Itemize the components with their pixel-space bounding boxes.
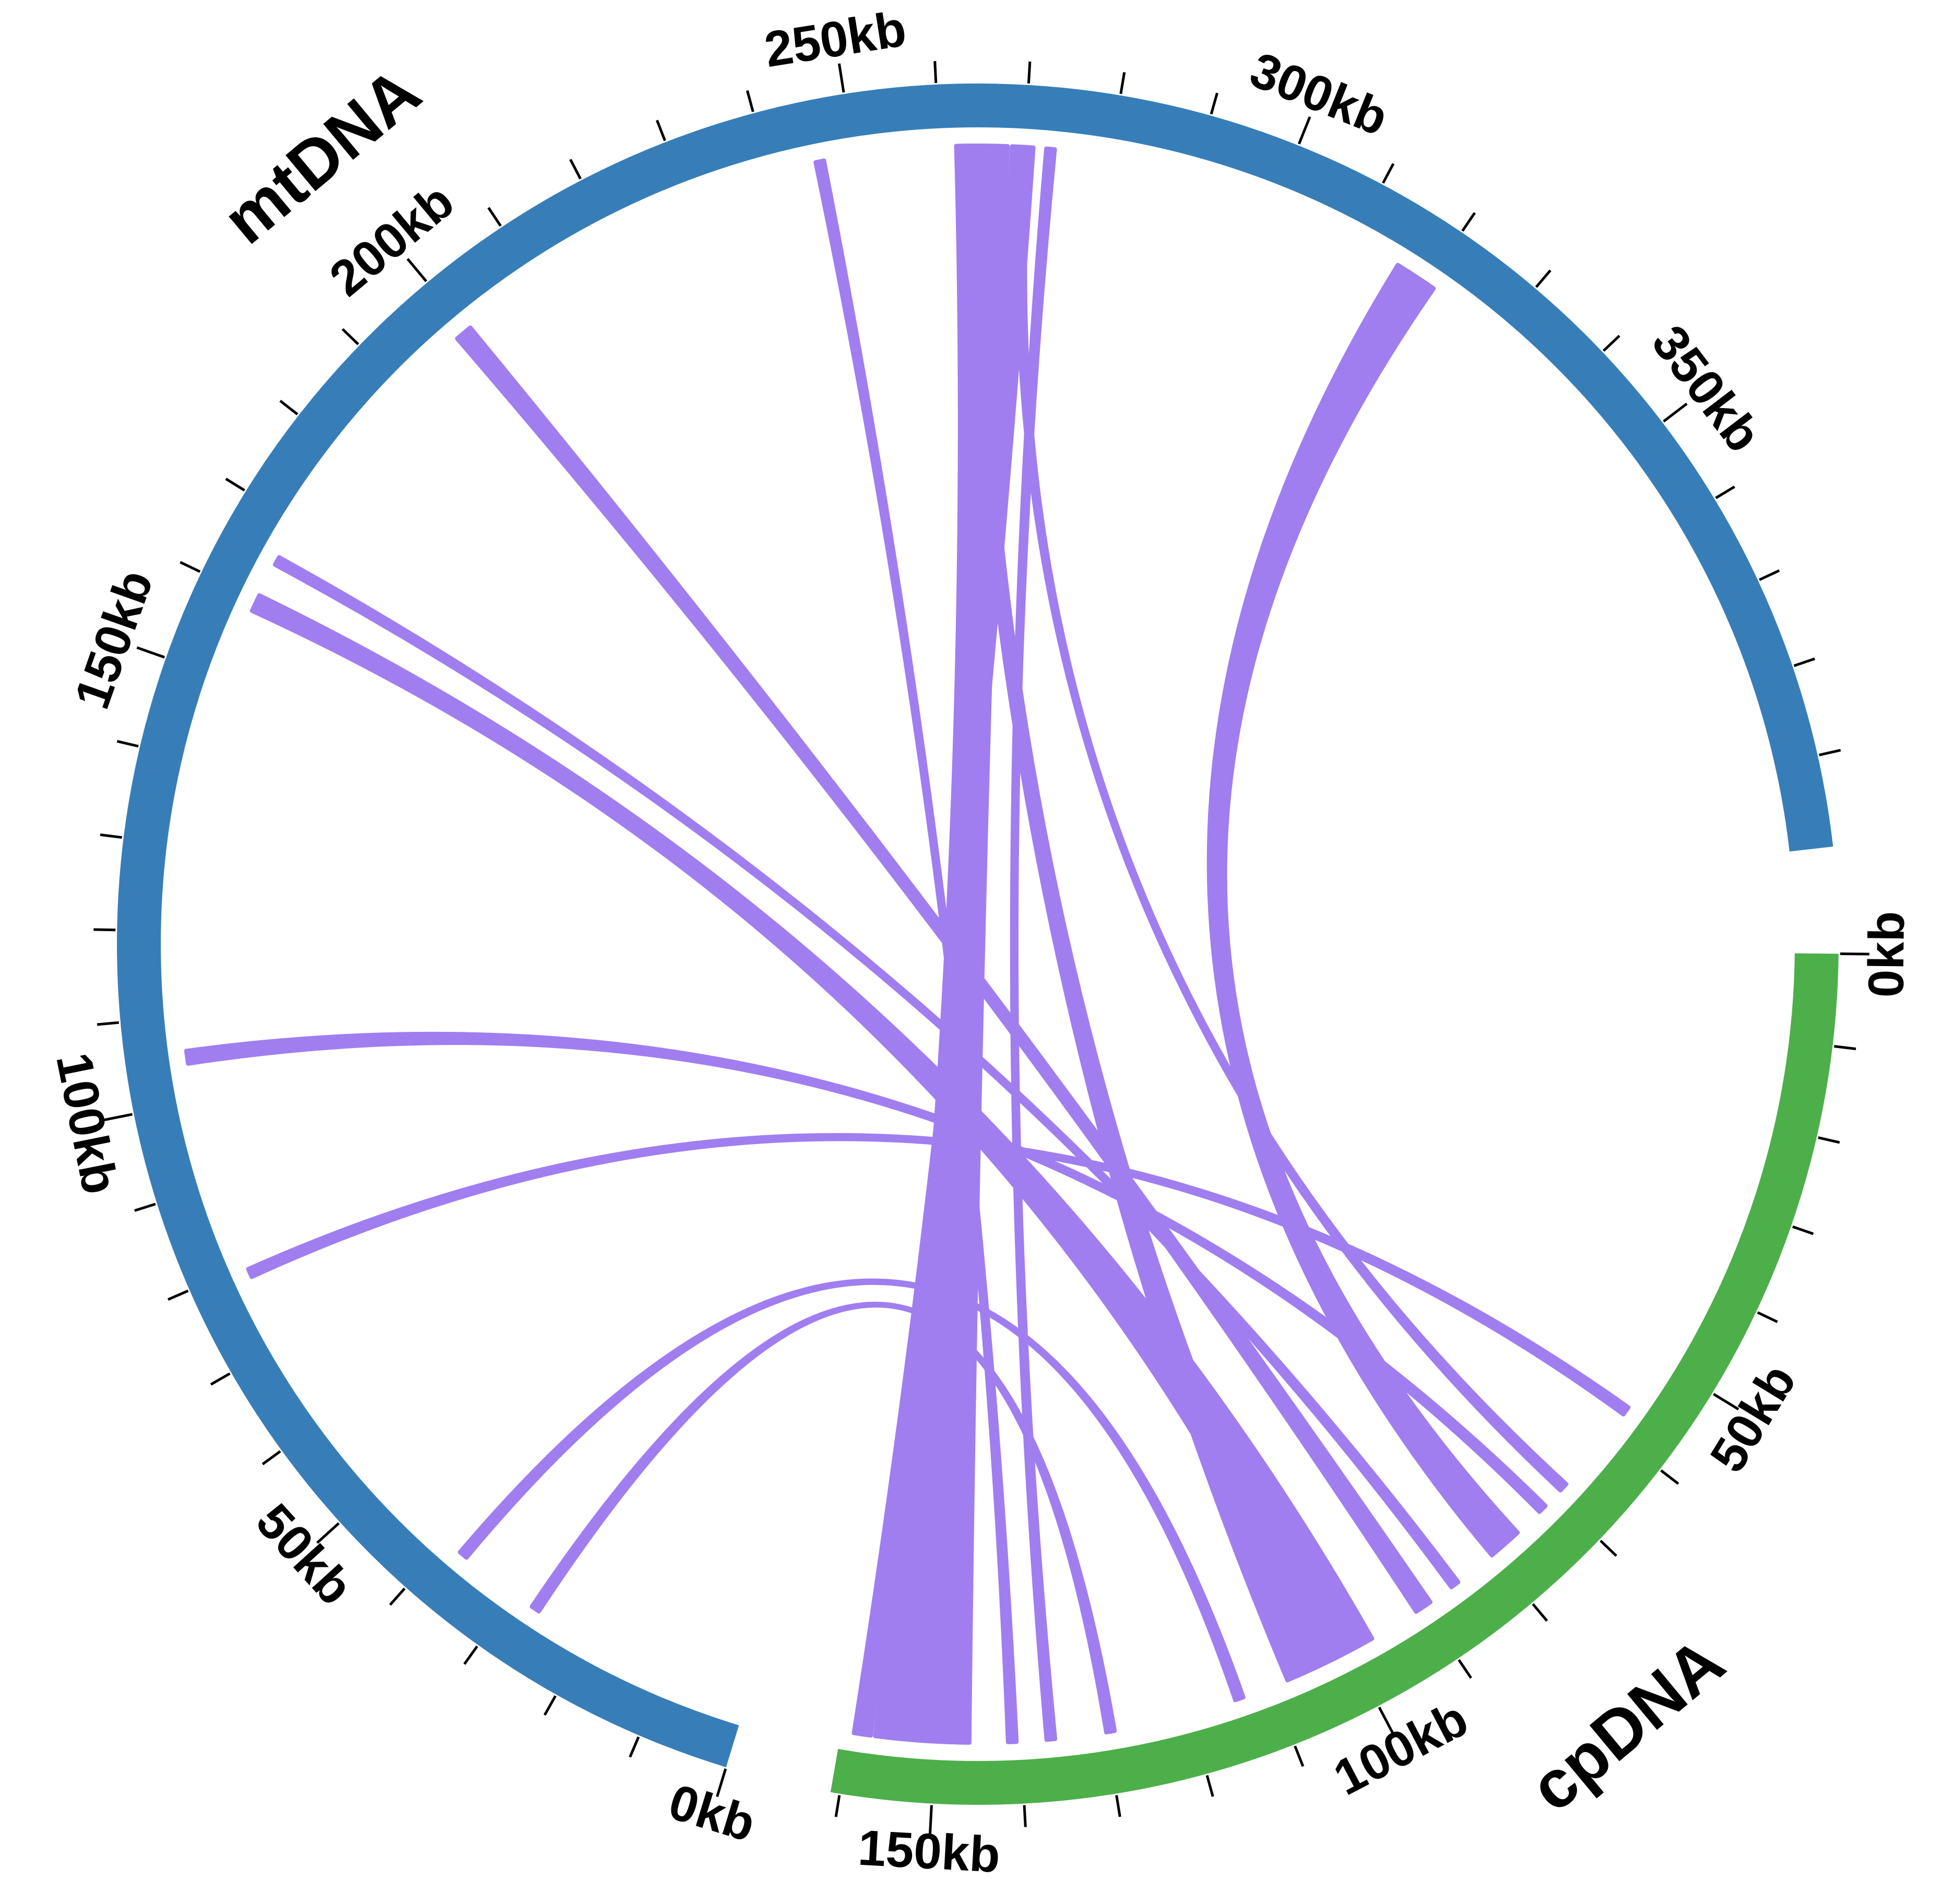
minor-tick [543,1695,557,1716]
minor-tick [1602,335,1620,352]
minor-tick [1382,163,1395,184]
tick-label: 250kb [761,1,910,78]
major-tick [1378,1706,1394,1734]
link [813,158,1019,1744]
tick-label: 150kb [857,1820,1002,1883]
link [529,1302,1117,1735]
minor-tick [1793,657,1816,668]
major-tick [837,63,845,93]
minor-tick [1757,1311,1778,1323]
major-tick [136,646,165,659]
major-tick [1297,116,1311,145]
minor-tick [167,1289,189,1301]
minor-tick [1119,72,1126,94]
minor-tick [1818,1136,1840,1144]
minor-tick [1532,1603,1548,1622]
major-tick [928,1805,933,1835]
tick-label: 300kb [1242,42,1395,147]
minor-tick [569,159,582,180]
major-tick [103,1113,133,1122]
minor-tick [97,1021,120,1026]
minor-tick [487,207,502,227]
tick-label: 0kb [662,1774,761,1852]
link [1206,263,1520,1557]
minor-tick [389,1587,406,1606]
minor-tick [746,90,754,112]
minor-tick [1205,1775,1214,1797]
minor-tick [279,399,299,415]
major-tick [406,258,428,282]
tick-label: 100kb [45,1048,128,1198]
minor-tick [1294,1745,1305,1767]
link [246,1133,1631,1417]
minor-tick [134,1203,156,1212]
minor-tick [262,1450,281,1466]
minor-tick [1115,1795,1121,1817]
tick-label: 0kb [1858,911,1915,998]
minor-tick [116,740,139,748]
minor-tick [1210,92,1218,115]
minor-tick [1027,61,1032,84]
minor-tick [1535,269,1552,288]
major-tick [316,1522,340,1544]
minor-tick [1819,748,1841,756]
major-tick [1713,1393,1739,1411]
minor-tick [629,1736,640,1758]
minor-tick [656,120,667,141]
minor-tick [1461,212,1476,232]
sector-arc [117,84,1833,1767]
sector-label: cpDNA [1515,1623,1738,1826]
minor-tick [1715,485,1735,499]
link [458,1278,1246,1703]
link [1010,146,1058,1742]
minor-tick [834,1795,841,1817]
link [250,593,1375,1669]
links [184,144,1631,1745]
link [963,144,1321,1683]
minor-tick [463,1645,479,1665]
link [455,325,1432,1614]
minor-tick [100,833,123,839]
minor-tick [1458,1659,1472,1679]
sector-arc [830,953,1839,1805]
minor-tick [225,478,245,492]
major-tick [716,1768,727,1798]
minor-tick [210,1372,231,1386]
minor-tick [180,561,201,573]
minor-tick [1023,1805,1027,1827]
link [1015,145,1569,1493]
major-tick [1663,402,1688,423]
minor-tick [341,328,360,346]
link [273,555,1461,1590]
minor-tick [933,61,938,84]
minor-tick [1792,1225,1814,1235]
minor-tick [1600,1540,1617,1557]
minor-tick [1834,1045,1856,1051]
link [184,1031,1548,1514]
minor-tick [1660,1469,1679,1485]
tick-label: 150kb [64,563,163,716]
minor-tick [1759,569,1780,581]
